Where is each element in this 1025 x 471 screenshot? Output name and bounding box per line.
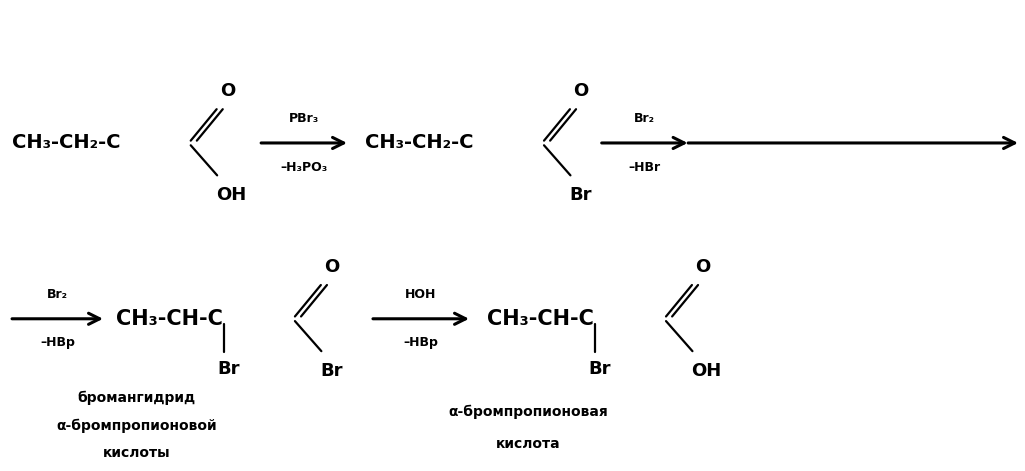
Text: PBr₃: PBr₃ <box>289 113 319 125</box>
Text: OH: OH <box>692 362 722 380</box>
Text: O: O <box>219 82 235 100</box>
Text: Br: Br <box>321 362 342 380</box>
Text: Br: Br <box>588 360 611 378</box>
Text: O: O <box>324 258 339 276</box>
Text: O: O <box>573 82 588 100</box>
Text: HOH: HOH <box>405 288 437 301</box>
Text: бромангидрид: бромангидрид <box>77 390 196 405</box>
Text: –HBr: –HBr <box>628 161 661 173</box>
Text: Br₂: Br₂ <box>634 113 655 125</box>
Text: CH₃-CH₂-C: CH₃-CH₂-C <box>12 133 120 153</box>
Text: –HBр: –HBр <box>40 336 75 349</box>
Text: Br₂: Br₂ <box>47 288 68 301</box>
Text: –HBр: –HBр <box>404 336 439 349</box>
Text: α-бромпропионовая: α-бромпропионовая <box>448 405 608 419</box>
Text: α-бромпропионовой: α-бромпропионовой <box>56 418 216 432</box>
Text: –H₃PO₃: –H₃PO₃ <box>281 161 328 173</box>
Text: кислота: кислота <box>495 437 560 451</box>
Text: Br: Br <box>570 187 591 204</box>
Text: CH₃-CH₂-C: CH₃-CH₂-C <box>365 133 474 153</box>
Text: OH: OH <box>216 187 246 204</box>
Text: CH₃-CH-C: CH₃-CH-C <box>487 309 593 329</box>
Text: Br: Br <box>217 360 240 378</box>
Text: CH₃-CH-C: CH₃-CH-C <box>116 309 222 329</box>
Text: кислоты: кислоты <box>102 446 170 460</box>
Text: O: O <box>695 258 710 276</box>
